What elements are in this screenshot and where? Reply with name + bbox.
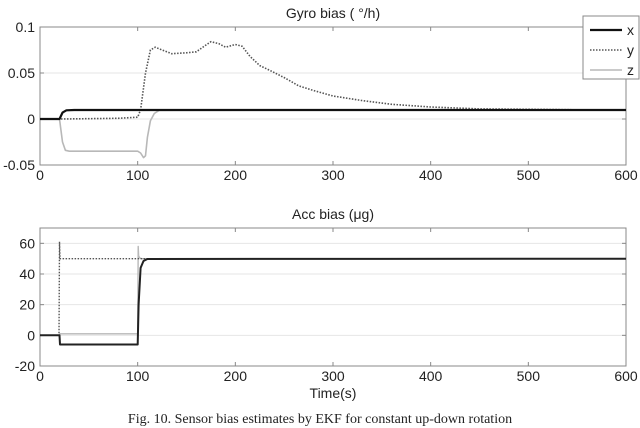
x-tick-label: 100 <box>126 167 150 183</box>
x-tick-label: 200 <box>224 368 248 384</box>
y-tick-label: 40 <box>19 266 35 282</box>
y-tick-label: 60 <box>19 235 35 251</box>
y-tick-label: -20 <box>15 358 35 374</box>
plot-title: Acc bias (μg) <box>292 206 374 222</box>
x-tick-label: 200 <box>224 167 248 183</box>
series-x-line <box>40 257 627 346</box>
axes-frame <box>39 26 627 166</box>
x-tick-label: 300 <box>321 167 345 183</box>
series-y-line <box>40 40 626 120</box>
plot-title: Gyro bias ( °/h) <box>286 5 380 21</box>
series-x-line <box>40 108 626 121</box>
x-tick-label: 400 <box>419 368 443 384</box>
x-tick-label: 300 <box>321 368 345 384</box>
legend: xyz <box>582 15 640 80</box>
x-tick-label: 400 <box>419 167 443 183</box>
y-tick-label: 0.1 <box>16 19 36 35</box>
x-tick-label: 0 <box>36 368 44 384</box>
x-tick-label: 500 <box>517 167 541 183</box>
x-tick-label: 100 <box>126 368 150 384</box>
x-tick-label: 500 <box>517 368 541 384</box>
legend-label: x <box>627 22 634 38</box>
series-y-line <box>40 241 626 336</box>
figure-caption: Fig. 10. Sensor bias estimates by EKF fo… <box>127 412 513 427</box>
legend-label: z <box>627 62 634 78</box>
series-z-line <box>40 109 627 159</box>
y-tick-label: 0 <box>27 111 35 127</box>
legend-label: y <box>627 42 634 58</box>
x-tick-label: 0 <box>36 167 44 183</box>
x-tick-label: 600 <box>614 368 638 384</box>
y-tick-label: 0.05 <box>8 65 35 81</box>
y-tick-label: -0.05 <box>3 157 35 173</box>
y-tick-label: 0 <box>27 327 35 343</box>
y-tick-label: 20 <box>19 297 35 313</box>
x-tick-label: 600 <box>614 167 638 183</box>
x-axis-label: Time(s) <box>310 385 357 401</box>
